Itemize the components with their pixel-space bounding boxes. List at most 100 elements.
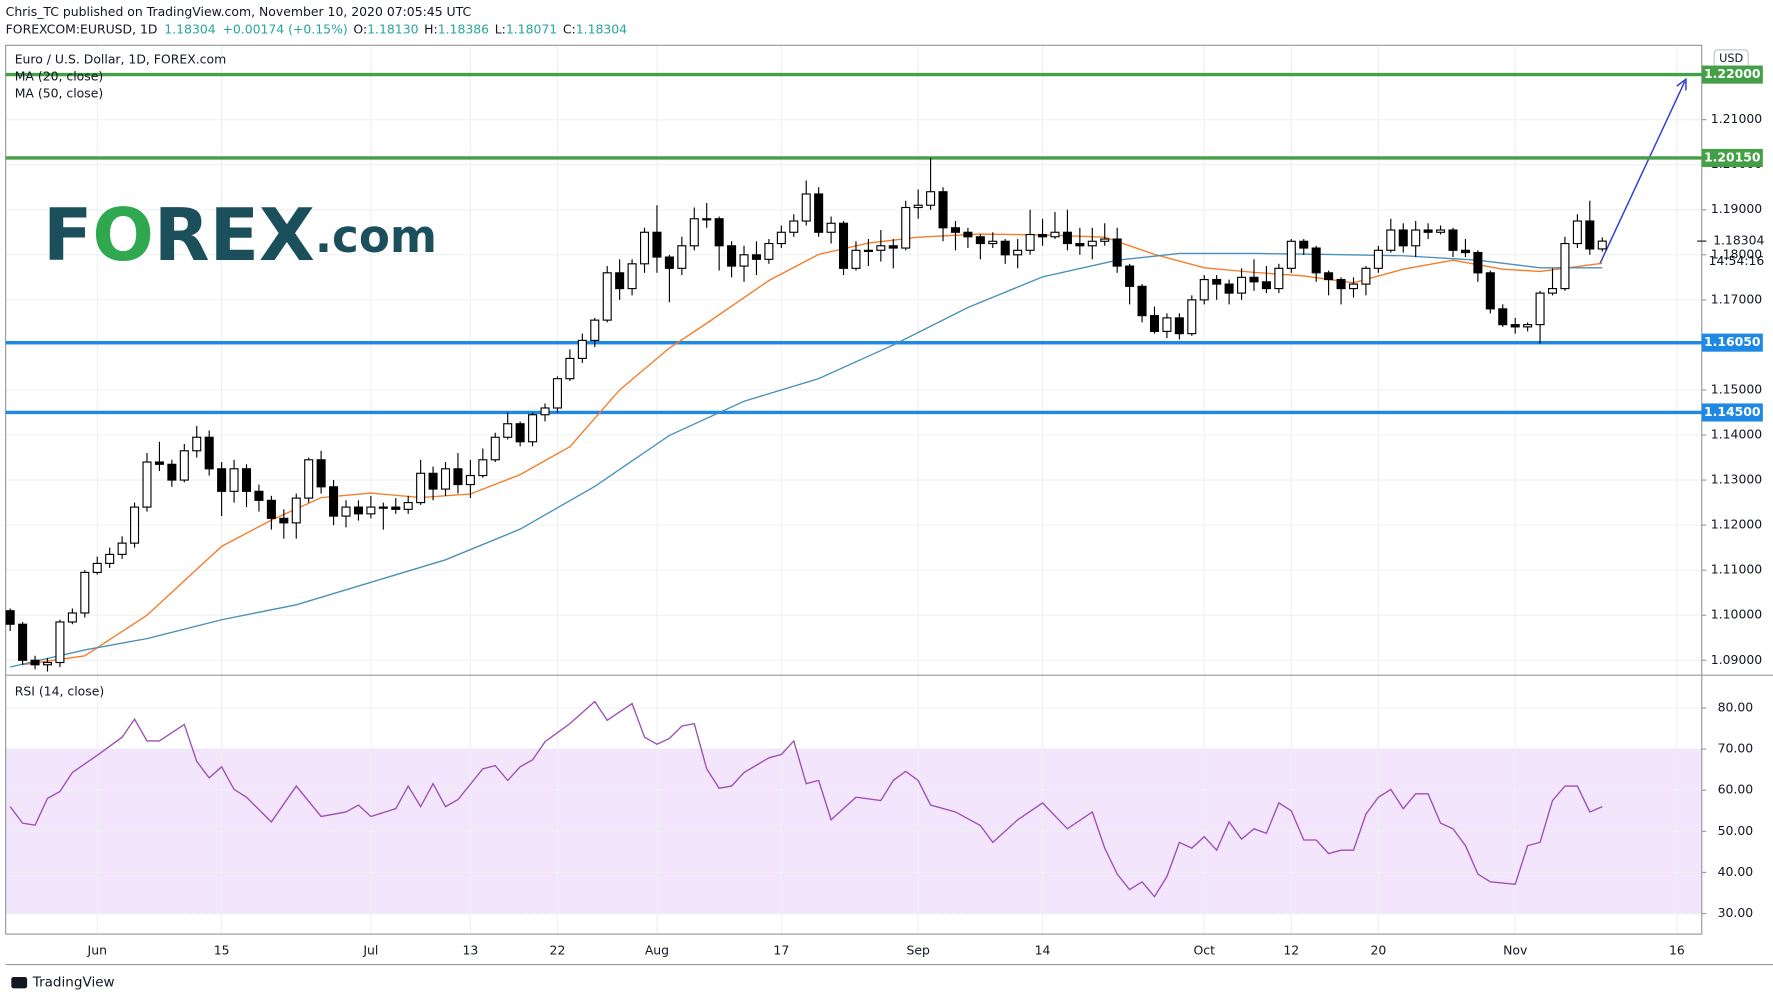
- candle-body: [217, 468, 227, 492]
- candle-body: [1237, 276, 1247, 294]
- candle-body: [204, 436, 214, 470]
- y-tick-label: 1.21000: [1711, 111, 1762, 126]
- candle-body: [1038, 233, 1048, 238]
- candle-body: [1361, 267, 1371, 285]
- candle-body: [403, 502, 413, 510]
- y-tick-label: 1.17000: [1711, 291, 1762, 306]
- countdown: 14:54:16: [1709, 253, 1765, 268]
- ohlc-key: L:: [495, 21, 506, 36]
- candle-body: [1125, 265, 1135, 287]
- candle-body: [677, 245, 687, 269]
- logo-part: .com: [315, 210, 437, 263]
- candle-body: [826, 222, 836, 233]
- y-tick-label: 1.15000: [1711, 381, 1762, 396]
- candle-body: [465, 474, 475, 486]
- change: +0.00174 (+0.15%): [222, 21, 347, 36]
- candle-body: [1274, 267, 1284, 290]
- candle-body: [1498, 308, 1508, 326]
- x-tick-label: Nov: [1503, 943, 1527, 958]
- candle-body: [391, 506, 401, 510]
- candle-body: [727, 245, 737, 267]
- level-label-box: [1701, 65, 1763, 84]
- candle-body: [863, 249, 873, 252]
- candle-body: [590, 319, 600, 341]
- projection-arrow: [1599, 81, 1686, 264]
- rsi-legend: RSI (14, close): [15, 684, 105, 699]
- x-tick-label: 15: [214, 943, 230, 958]
- candle-body: [1075, 242, 1085, 247]
- candle-body: [764, 242, 774, 260]
- ma-line: [10, 252, 1603, 668]
- candle-body: [1100, 238, 1110, 242]
- plot-frame: [5, 44, 1703, 935]
- x-tick-label: 22: [550, 943, 566, 958]
- candle-body: [1137, 285, 1147, 317]
- candle-body: [478, 459, 488, 477]
- candle-body: [453, 468, 463, 486]
- level-label-box: [1701, 148, 1763, 167]
- candle-body: [254, 490, 264, 501]
- rsi-tick-label: 50.00: [1718, 823, 1754, 838]
- candle-body: [291, 497, 301, 524]
- candle-body: [167, 463, 177, 481]
- candle-body: [1286, 240, 1296, 269]
- candle-body: [1324, 272, 1334, 281]
- candle-body: [926, 191, 936, 206]
- x-tick-label: 20: [1370, 943, 1386, 958]
- y-tick-label: 1.09000: [1711, 652, 1762, 667]
- ohlc-key: H:: [424, 21, 438, 36]
- candle-body: [652, 231, 662, 258]
- rsi-tick-label: 40.00: [1718, 864, 1754, 879]
- candle-body: [179, 450, 189, 481]
- candle-body: [751, 254, 761, 260]
- candle-body: [540, 407, 550, 416]
- price: 1.18304: [164, 21, 215, 36]
- candle-body: [515, 423, 525, 443]
- candle-body: [304, 459, 314, 499]
- footer-brand: TradingView: [32, 975, 115, 991]
- candle-body: [1585, 220, 1595, 250]
- candle-body: [30, 659, 40, 666]
- candle-body: [416, 472, 426, 504]
- candle-body: [801, 193, 811, 222]
- candle-body: [1050, 231, 1060, 238]
- candle-body: [1436, 229, 1446, 233]
- candle-body: [851, 249, 861, 269]
- candle-body: [1025, 233, 1035, 251]
- candle-body: [1597, 240, 1607, 250]
- candle-body: [702, 218, 712, 221]
- candle-body: [776, 231, 786, 245]
- candle-body: [577, 339, 587, 359]
- candle-body: [1473, 251, 1483, 274]
- x-tick-label: 16: [1669, 943, 1685, 958]
- rsi-tick-label: 70.00: [1718, 741, 1754, 756]
- candle-body: [639, 231, 650, 265]
- candle-body: [615, 272, 625, 290]
- candle-body: [1187, 299, 1197, 335]
- ohlc-value: 1.18386: [438, 21, 489, 36]
- candle-body: [329, 486, 339, 517]
- candle-body: [316, 459, 326, 488]
- x-tick-label: 13: [462, 943, 478, 958]
- candle-body: [229, 468, 239, 492]
- candle-body: [5, 610, 15, 625]
- candle-body: [876, 245, 886, 251]
- level-label: 1.16050: [1704, 334, 1761, 349]
- candle-body: [1510, 324, 1520, 328]
- logo-part: O: [92, 194, 154, 278]
- candle-body: [901, 206, 911, 249]
- candle-body: [67, 612, 77, 623]
- candle-body: [1460, 249, 1470, 254]
- y-tick-label: 1.10000: [1711, 607, 1762, 622]
- candle-body: [428, 472, 438, 490]
- candle-body: [130, 506, 140, 544]
- symbol: FOREXCOM:EURUSD, 1D: [6, 21, 158, 36]
- candle-body: [18, 623, 28, 661]
- candle-body: [440, 468, 451, 490]
- ohlc-key: O:: [353, 21, 367, 36]
- candle-body: [627, 263, 637, 290]
- candle-body: [1199, 279, 1209, 301]
- candle-body: [565, 357, 575, 380]
- candle-body: [1174, 317, 1184, 335]
